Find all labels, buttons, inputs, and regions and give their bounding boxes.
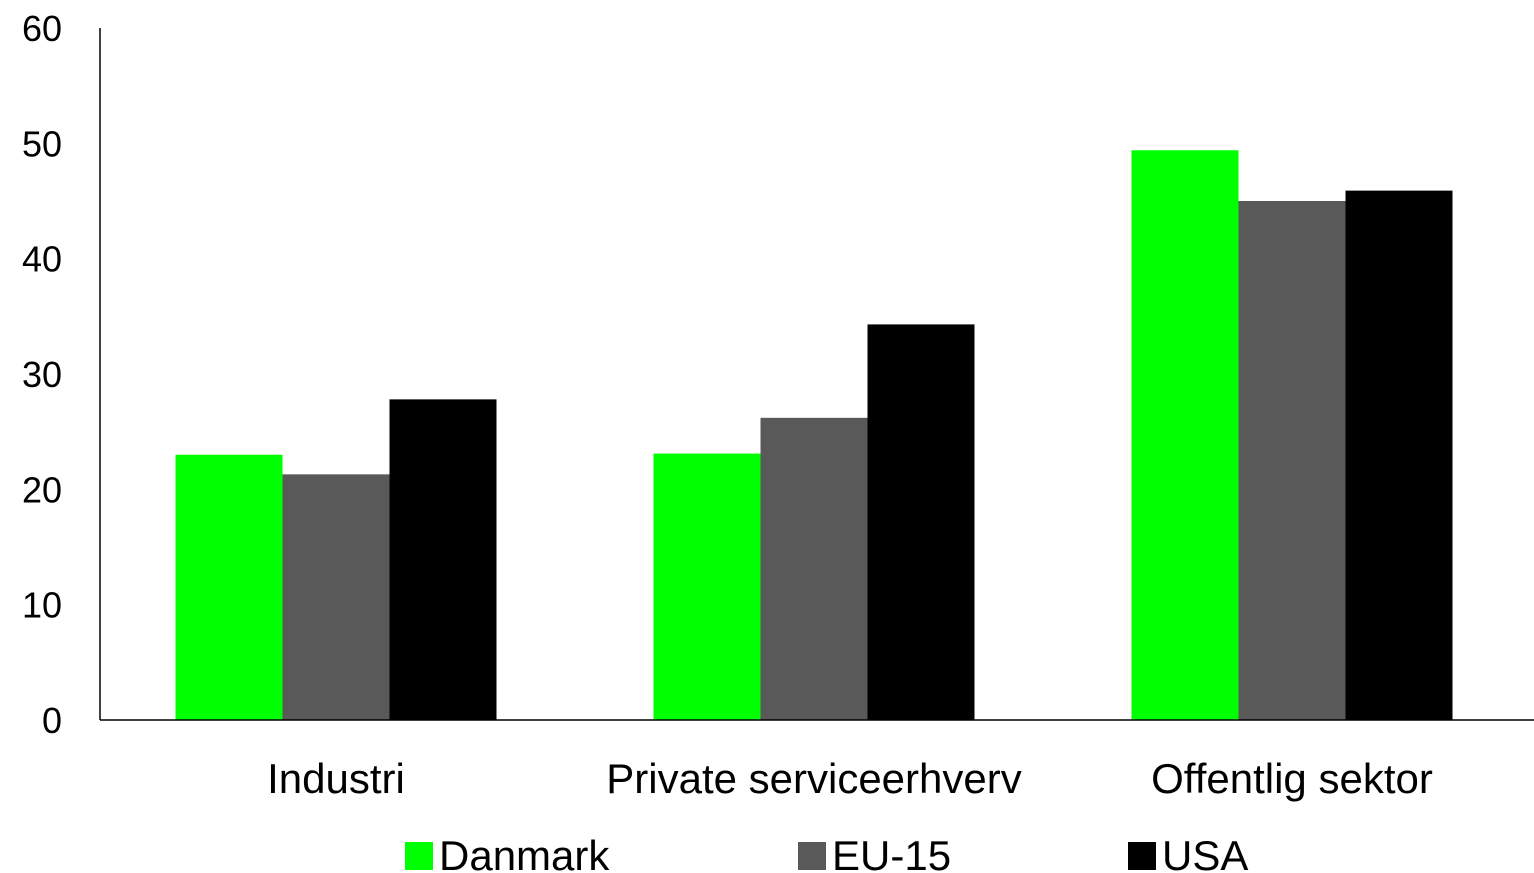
bars (175, 150, 1453, 721)
y-tick-label: 60 (22, 8, 62, 49)
y-tick-label: 20 (22, 469, 62, 510)
y-tick-label: 30 (22, 354, 62, 395)
x-category-label: Private serviceerhverv (606, 755, 1021, 802)
bar-eu-15-0 (282, 474, 390, 720)
y-tick-label: 50 (22, 123, 62, 164)
bar-danmark-0 (175, 454, 283, 720)
bar-eu-15-1 (760, 417, 868, 720)
legend-swatch (405, 842, 433, 870)
bar-usa-2 (1345, 190, 1453, 720)
y-tick-label: 10 (22, 585, 62, 626)
x-category-label: Offentlig sektor (1151, 755, 1433, 802)
legend-swatch (798, 842, 826, 870)
bar-danmark-1 (653, 453, 761, 720)
bar-eu-15-2 (1238, 201, 1346, 720)
legend-label: EU-15 (832, 832, 951, 873)
legend-label: Danmark (439, 832, 610, 873)
y-tick-label: 0 (42, 700, 62, 741)
bar-danmark-2 (1131, 150, 1239, 721)
legend-swatch (1128, 842, 1156, 870)
x-axis-labels: Industri Private serviceerhverv Offentlig … (267, 755, 1433, 802)
legend-item-danmark: Danmark (405, 832, 610, 873)
y-axis-ticks: 0 10 20 30 40 50 60 (22, 8, 62, 741)
legend-item-usa: USA (1128, 832, 1248, 873)
x-category-label: Industri (267, 755, 405, 802)
legend-label: USA (1162, 832, 1248, 873)
legend-item-eu-15: EU-15 (798, 832, 951, 873)
bar-usa-0 (389, 399, 497, 720)
y-tick-label: 40 (22, 239, 62, 280)
legend: Danmark EU-15 USA (405, 832, 1248, 873)
bar-usa-1 (867, 324, 975, 720)
